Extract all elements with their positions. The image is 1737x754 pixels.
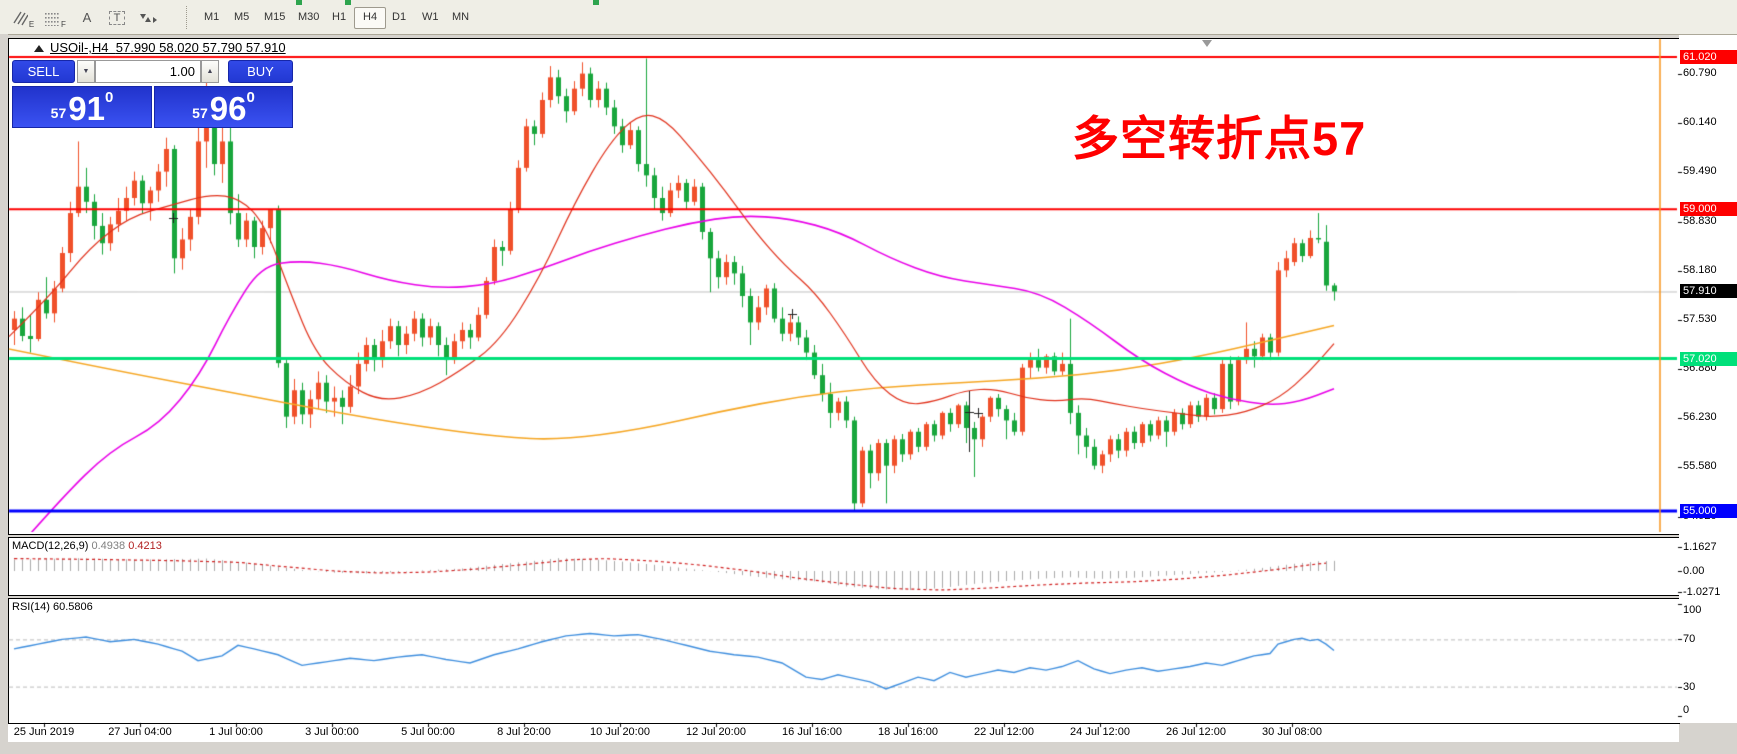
timeframe-m30[interactable]: M30: [298, 11, 320, 23]
time-axis-label: 22 Jul 12:00: [974, 726, 1034, 738]
time-axis-label: 24 Jul 12:00: [1070, 726, 1130, 738]
collapse-triangle-icon[interactable]: [34, 45, 44, 52]
time-axis-label: 3 Jul 00:00: [305, 726, 359, 738]
price-axis-label: 60.140: [1683, 116, 1717, 129]
sell-button[interactable]: SELL: [12, 60, 75, 83]
rsi-axis-label: 0: [1683, 704, 1690, 716]
time-axis-label: 25 Jun 2019: [13, 726, 75, 738]
chart-symbol: USOil-,H4: [50, 40, 109, 55]
rsi-axis-label: 100: [1683, 604, 1702, 616]
timeframe-m15[interactable]: M15: [264, 11, 286, 23]
price-axis-label: 58.830: [1683, 215, 1717, 228]
rsi-value: 60.5806: [52, 601, 93, 613]
time-axis-label: 12 Jul 20:00: [686, 726, 746, 738]
sell-price-sup: 0: [104, 89, 114, 106]
timeframe-mn[interactable]: MN: [452, 11, 470, 23]
buy-price-prefix: 57: [192, 105, 208, 121]
text-tool-icon[interactable]: T: [104, 6, 130, 29]
timeframe-h1[interactable]: H1: [332, 11, 347, 23]
macd-axis-label: 1.1627: [1683, 540, 1717, 553]
time-axis-label: 10 Jul 20:00: [590, 726, 650, 738]
window-bottom-frame: [0, 742, 1737, 754]
toolbar-separator: [186, 6, 187, 29]
rsi-panel[interactable]: [8, 598, 1680, 724]
volume-input[interactable]: [95, 60, 201, 83]
macd-label: MACD(12,26,9) 0.4938 0.4213: [12, 540, 162, 552]
window-left-frame: [0, 34, 8, 742]
macd-name: MACD(12,26,9): [12, 540, 89, 552]
timeframe-d1[interactable]: D1: [392, 11, 407, 23]
macd-main-value: 0.4938: [91, 540, 126, 552]
toolbar-fragment: [296, 0, 302, 5]
time-axis-label: 8 Jul 20:00: [497, 726, 551, 738]
time-axis-label: 18 Jul 16:00: [878, 726, 938, 738]
toolbar-fragment: [593, 0, 599, 5]
price-level-tag: 55.000: [1680, 503, 1737, 518]
timeframe-h4[interactable]: H4: [354, 7, 387, 29]
buy-price-sup: 0: [246, 89, 255, 106]
macd-axis-label: -1.0271: [1683, 586, 1721, 599]
sell-price-prefix: 57: [50, 105, 67, 121]
chart-ohlc: 57.990 58.020 57.790 57.910: [115, 40, 286, 55]
macd-panel[interactable]: [8, 537, 1680, 596]
time-axis-label: 27 Jun 04:00: [108, 726, 172, 738]
price-level-tag: 61.020: [1680, 50, 1737, 64]
time-axis-label: 26 Jul 12:00: [1166, 726, 1226, 738]
price-axis-label: 57.530: [1683, 313, 1717, 326]
arrows-tool-icon[interactable]: [134, 6, 160, 29]
price-axis-label: 59.490: [1683, 165, 1717, 178]
rsi-label: RSI(14) 60.5806: [12, 601, 93, 613]
chart-shift-marker-icon[interactable]: [1202, 40, 1212, 47]
timeframe-w1[interactable]: W1: [422, 11, 439, 23]
toolbar-fragment: [345, 0, 351, 5]
macd-signal-value: 0.4213: [128, 540, 162, 552]
price-axis-label: 60.790: [1683, 67, 1717, 80]
timeframe-m1[interactable]: M1: [204, 11, 220, 23]
volume-decrease-button[interactable]: ▼: [77, 60, 95, 83]
macd-axis-label: 0.00: [1683, 565, 1705, 577]
price-level-tag: 57.020: [1680, 351, 1737, 366]
buy-price[interactable]: 57 96 0: [154, 86, 293, 128]
rsi-axis-label: 30: [1683, 680, 1696, 693]
chart-annotation-text: 多空转折点57: [1072, 112, 1367, 165]
fibonacci-tool-icon[interactable]: F: [42, 6, 68, 29]
price-axis-label: 56.230: [1683, 411, 1717, 424]
volume-increase-button[interactable]: ▲: [201, 60, 219, 83]
arrow-label-tool-icon[interactable]: A: [82, 10, 92, 25]
price-axis[interactable]: [1679, 35, 1737, 723]
timeframe-m5[interactable]: M5: [234, 11, 250, 23]
sell-price-main: 91: [68, 90, 105, 127]
price-axis-label: 55.580: [1683, 460, 1717, 473]
rsi-name: RSI(14): [12, 601, 50, 613]
time-axis-label: 5 Jul 00:00: [401, 726, 455, 738]
price-level-tag: 59.000: [1680, 202, 1737, 217]
time-axis-label: 30 Jul 08:00: [1262, 726, 1322, 738]
buy-button[interactable]: BUY: [228, 60, 293, 83]
chart-title: USOil-,H4 57.990 58.020 57.790 57.910: [34, 40, 286, 55]
current-price-tag: 57.910: [1680, 284, 1737, 299]
time-axis-label: 16 Jul 16:00: [782, 726, 842, 738]
sell-price[interactable]: 57 91 0: [12, 86, 152, 128]
price-axis-label: 58.180: [1683, 264, 1717, 277]
time-axis-label: 1 Jul 00:00: [209, 726, 263, 738]
buy-price-main: 96: [209, 90, 247, 127]
rsi-axis-label: 70: [1683, 633, 1696, 646]
trendlines-tool-icon[interactable]: E: [10, 6, 36, 29]
